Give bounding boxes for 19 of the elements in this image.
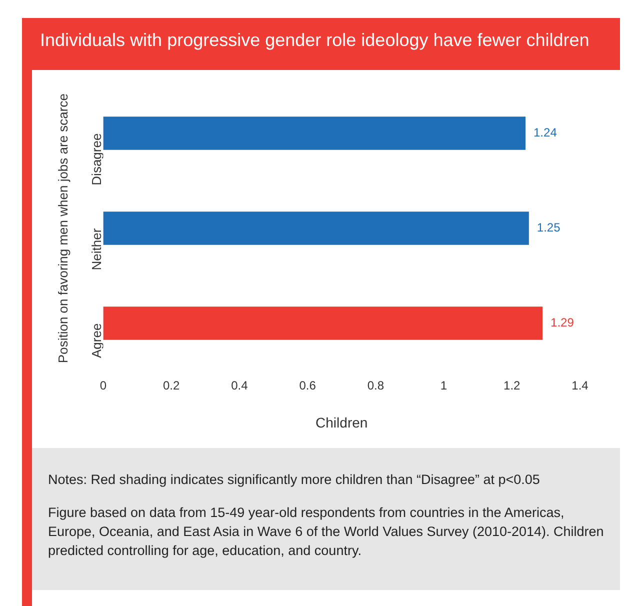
x-tick-label: 1.2 [504, 378, 521, 392]
y-tick-label: Neither [88, 228, 104, 270]
x-tick-label: 1.4 [572, 378, 589, 392]
x-tick-label: 0.2 [162, 378, 180, 392]
y-axis-title: Position on favoring men when jobs are scarce [55, 94, 70, 364]
x-tick-label: 1 [440, 378, 448, 392]
data-label: 1.24 [534, 126, 558, 140]
y-tick-label: Disagree [88, 133, 104, 186]
text: Notes: Red shading indicates significantly more children than “Disagree” at p<0.05 [48, 471, 541, 489]
data-label: 1.25 [536, 220, 561, 235]
data-label: 1.29 [550, 316, 574, 330]
y-tick-label: Agree [88, 323, 104, 358]
x-tick-label: 0.6 [299, 378, 316, 392]
x-tick-label: 0 [100, 378, 107, 392]
x-tick-label: 0.8 [367, 378, 384, 392]
x-axis-title: Children [316, 414, 368, 430]
x-tick-label: 0.4 [231, 378, 248, 392]
text: Figure based on data from 15-49 year-old respondents from countries in the Americas, Europe, Oceania, and East Asia in Wave 6 of the World Values Survey (2010-2014). Children predicted controlling for age, education, and country. [48, 504, 604, 560]
chart-title: Individuals with progressive gender role ideology have fewer children [40, 30, 590, 51]
